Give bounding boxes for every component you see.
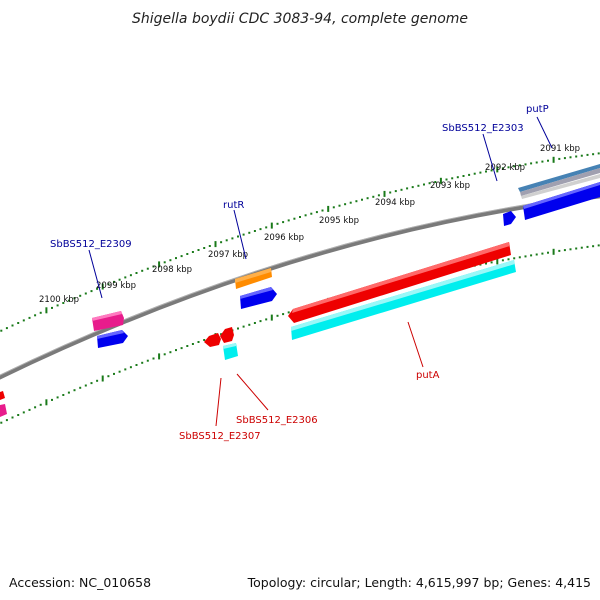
tick-label-2096: 2096 kbp	[264, 233, 304, 243]
gene-sbbs512-e2307[interactable]	[204, 333, 221, 347]
tick-label-2092: 2092 kbp	[485, 163, 525, 173]
gene-sbbs512-e2306[interactable]	[220, 327, 234, 343]
cds-rutr[interactable]	[240, 287, 277, 309]
gene-label-rutr[interactable]: rutR	[223, 200, 244, 211]
gene-label-sbbs512-e2306[interactable]: SbBS512_E2306	[236, 415, 318, 426]
tick-label-2098: 2098 kbp	[152, 265, 192, 275]
tick-label-2093: 2093 kbp	[430, 181, 470, 191]
cds-sbbs512-e2306[interactable]	[223, 343, 238, 360]
tick-label-2094: 2094 kbp	[375, 198, 415, 208]
gene-rutr[interactable]	[235, 268, 272, 289]
map-title: Shigella boydii CDC 3083-94, complete ge…	[132, 11, 468, 27]
tick-label-2095: 2095 kbp	[319, 216, 359, 226]
gene-sbbs512-e2309[interactable]	[92, 311, 124, 331]
gene-putp-feature[interactable]	[518, 164, 600, 199]
forward-tick-track	[0, 152, 600, 332]
cds-puta[interactable]	[291, 260, 516, 340]
cds-putp[interactable]	[523, 182, 600, 220]
tick-label-2099: 2099 kbp	[96, 281, 136, 291]
leader-lines	[88, 116, 553, 427]
topology-text: Topology: circular; Length: 4,615,997 bp…	[247, 575, 591, 590]
cds-sbbs512-e2303[interactable]	[503, 211, 516, 226]
gene-label-sbbs512-e2309[interactable]: SbBS512_E2309	[50, 239, 132, 250]
genome-backbone	[0, 193, 600, 380]
gene-puta[interactable]	[288, 242, 511, 323]
gene-label-putp[interactable]: putP	[526, 104, 549, 115]
gene-left-edge-partial[interactable]	[0, 391, 7, 417]
tick-label-2100: 2100 kbp	[39, 295, 79, 305]
gene-label-sbbs512-e2307[interactable]: SbBS512_E2307	[179, 431, 261, 442]
tick-label-2091: 2091 kbp	[540, 144, 580, 154]
gene-label-puta[interactable]: putA	[416, 370, 440, 381]
tick-label-2097: 2097 kbp	[208, 250, 248, 260]
gene-label-sbbs512-e2303[interactable]: SbBS512_E2303	[442, 123, 524, 134]
cds-sbbs512-e2309[interactable]	[97, 330, 128, 348]
accession-text: Accession: NC_010658	[9, 575, 151, 590]
